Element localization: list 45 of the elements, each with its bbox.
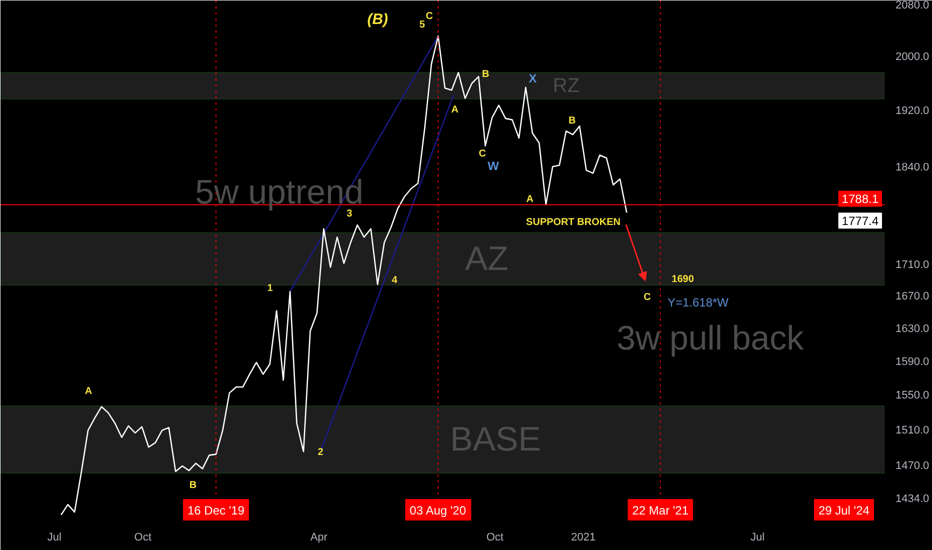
- y-tick-label: 1590.0: [896, 356, 930, 368]
- annotation: C: [644, 292, 651, 303]
- annotation: B: [568, 116, 576, 127]
- annotation: 5: [419, 20, 426, 31]
- y-tick-label: 1630.0: [896, 322, 930, 335]
- ref-line-label: 16 Dec '19: [187, 504, 245, 518]
- annotation: 29 Jul '24: [818, 504, 870, 518]
- y-tick-label: 1510.0: [896, 424, 930, 436]
- annotation: (B): [367, 11, 388, 28]
- y-tick-label: 1840.0: [896, 162, 930, 174]
- annotation: B: [482, 69, 490, 80]
- annotation: 2: [318, 447, 324, 458]
- x-tick-label: Oct: [486, 532, 504, 544]
- annotation: 3: [346, 208, 353, 220]
- annotation: A: [451, 104, 459, 116]
- annotation: Y=1.618*W: [667, 296, 730, 310]
- y-tick-label: 1434.0: [896, 493, 930, 506]
- annotation: C: [478, 148, 486, 160]
- annotation: C: [426, 11, 433, 22]
- x-tick-label: Apr: [310, 532, 328, 544]
- x-tick-label: 2021: [571, 532, 596, 544]
- annotation: 1: [267, 283, 274, 294]
- annotation: 1777.4: [842, 214, 879, 228]
- ref-line-label: 1788.1: [842, 192, 879, 206]
- y-tick-label: 1550.0: [896, 390, 930, 402]
- annotation: W: [488, 158, 500, 173]
- annotation: 3w pull back: [616, 320, 805, 358]
- y-tick-label: 1470.0: [896, 460, 930, 472]
- annotation: B: [189, 480, 197, 492]
- annotation: 1690: [672, 274, 694, 285]
- y-tick-label: 1670.0: [896, 290, 930, 303]
- annotation: X: [528, 71, 537, 86]
- y-tick-label: 1920.0: [896, 105, 930, 118]
- annotation: 4: [392, 274, 398, 286]
- x-tick-label: Oct: [134, 532, 152, 544]
- annotation: A: [526, 194, 534, 206]
- y-tick-label: 2000.0: [896, 50, 930, 63]
- y-tick-label: 1710.0: [896, 259, 930, 272]
- x-tick-label: Jul: [47, 532, 62, 544]
- y-tick-label: 2080.0: [896, 0, 930, 12]
- ref-line-label: 22 Mar '21: [632, 504, 689, 518]
- annotation: SUPPORT BROKEN: [526, 217, 620, 228]
- ref-line-label: 03 Aug '20: [410, 504, 466, 518]
- annotation: A: [84, 386, 92, 398]
- x-tick-label: Jul: [750, 532, 765, 544]
